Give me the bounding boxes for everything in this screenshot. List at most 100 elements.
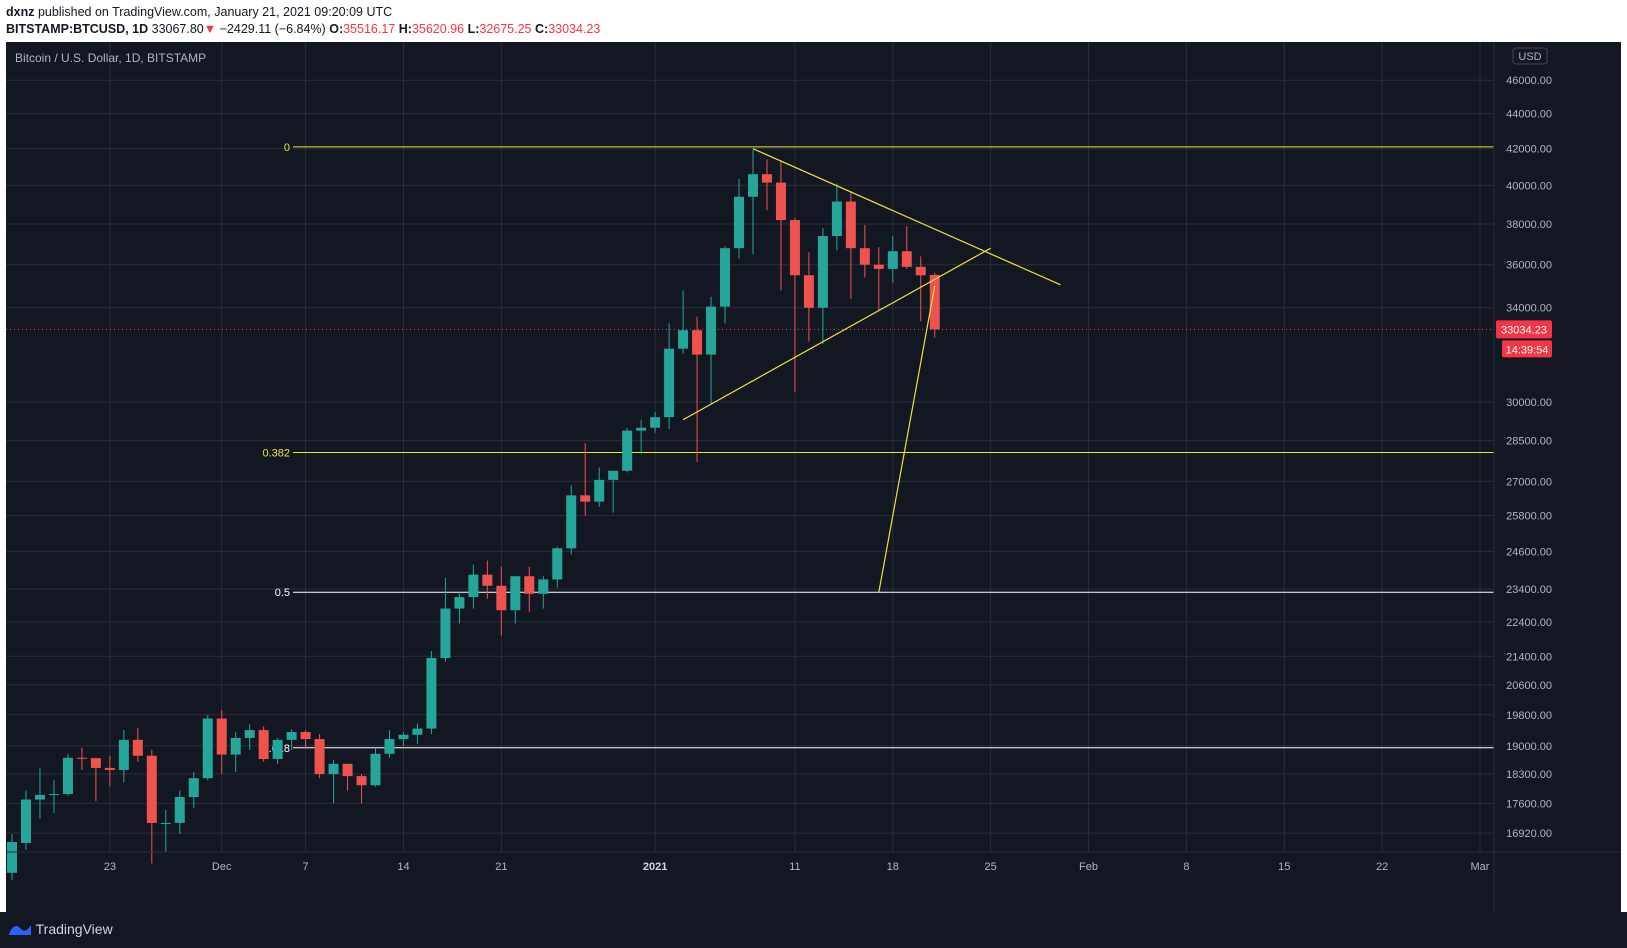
candle-body — [104, 767, 115, 770]
candle-body — [608, 470, 619, 480]
candle — [789, 218, 800, 392]
time-tick-label: 18 — [887, 861, 899, 873]
upper-triangle-line[interactable] — [752, 148, 1061, 286]
price-tick-label: 28500.00 — [1506, 436, 1552, 448]
candle — [174, 790, 185, 834]
candle-body — [720, 248, 731, 307]
candle-body — [440, 608, 451, 659]
price-tick-label: 16920.00 — [1506, 828, 1552, 840]
candle — [636, 419, 647, 454]
candle-body — [258, 730, 269, 759]
close-value: 33034.23 — [548, 22, 601, 36]
price-tick-label: 25800.00 — [1506, 510, 1552, 522]
price-tick-label: 18300.00 — [1506, 769, 1552, 781]
candle — [76, 747, 87, 770]
candle — [286, 729, 297, 750]
candle — [901, 225, 912, 269]
candle — [118, 730, 129, 783]
low-label: L: — [467, 22, 480, 36]
candle-body — [817, 235, 828, 308]
countdown-tag-bg — [1502, 340, 1552, 358]
candle-body — [706, 306, 717, 355]
candle-body — [734, 196, 745, 249]
candle-body — [496, 585, 507, 611]
candle — [356, 774, 367, 804]
time-tick-label: 23 — [104, 861, 116, 873]
candle — [859, 225, 870, 278]
candle — [272, 737, 283, 764]
time-tick-label: 22 — [1376, 861, 1388, 873]
candle — [62, 753, 73, 796]
price-tick-label: 36000.00 — [1506, 260, 1552, 272]
time-tick-label: 14 — [397, 861, 409, 873]
candle-body — [761, 174, 772, 183]
candle-body — [90, 758, 101, 768]
candle — [845, 191, 856, 299]
lower-triangle-line[interactable] — [682, 247, 991, 421]
candle — [622, 427, 633, 473]
candle — [160, 809, 171, 852]
candle — [468, 564, 479, 609]
projection-line[interactable] — [878, 285, 936, 593]
publisher-name[interactable]: dxnz — [6, 5, 35, 19]
fib-level-label: 0.382 — [262, 448, 290, 460]
candles-layer — [7, 149, 940, 880]
axes-layer: 46000.00 44000.00 42000.00 40000.00 38000.00… — [6, 42, 1621, 912]
candle-body — [482, 574, 493, 586]
candle-body — [636, 427, 647, 431]
candle-body — [929, 274, 940, 330]
time-tick-label: 25 — [985, 861, 997, 873]
candle-body — [789, 220, 800, 276]
fib-level-label: 0.5 — [275, 587, 290, 599]
candle-body — [650, 417, 661, 428]
open-label: O: — [329, 22, 344, 36]
currency-badge[interactable] — [1512, 47, 1548, 65]
last-price-tag-bg — [1496, 320, 1552, 339]
high-label: H: — [398, 22, 412, 36]
candle-body — [412, 728, 423, 735]
candle — [580, 443, 591, 516]
candle — [747, 149, 758, 255]
price-tick-label: 30000.00 — [1506, 397, 1552, 409]
price-tick-label: 19800.00 — [1506, 710, 1552, 722]
close-label: C: — [535, 22, 549, 36]
candle-body — [887, 251, 898, 269]
candle — [734, 178, 745, 259]
candle-body — [552, 548, 563, 580]
time-tick-label: 11 — [789, 861, 800, 873]
candle-body — [356, 776, 367, 786]
ohlc-line: BITSTAMP:BTCUSD, 1D 33067.80▼ −2429.11 (… — [6, 22, 600, 36]
price-tick-label: 17600.00 — [1506, 798, 1552, 810]
candle — [20, 790, 31, 850]
candle — [90, 757, 101, 802]
candle-body — [188, 778, 199, 798]
candle-body — [146, 755, 157, 823]
candle — [34, 767, 45, 819]
candle-body — [901, 251, 912, 267]
price-tick-label: 22400.00 — [1506, 617, 1552, 629]
price-tick-label: 19000.00 — [1506, 741, 1552, 753]
candle-body — [300, 732, 311, 740]
candle-body — [342, 763, 353, 777]
candle — [678, 290, 689, 354]
price-tick-label: 21400.00 — [1506, 651, 1552, 663]
candle-body — [398, 734, 409, 740]
time-tick-label: 7 — [303, 861, 309, 873]
brand-name: TradingView — [35, 921, 113, 937]
price-tick-label: 46000.00 — [1506, 75, 1552, 87]
candle — [314, 734, 325, 779]
trend-lines[interactable] — [682, 148, 1061, 593]
candle — [538, 576, 549, 609]
tradingview-brand[interactable]: TradingView — [8, 921, 113, 937]
chart-title: Bitcoin / U.S. Dollar, 1D, BITSTAMP — [15, 51, 206, 65]
candle-body — [803, 275, 814, 308]
candle — [803, 252, 814, 342]
candle-body — [286, 732, 297, 740]
candle-body — [566, 495, 577, 549]
price-tick-label: 20600.00 — [1506, 680, 1552, 692]
candle — [440, 577, 451, 662]
candle-body — [859, 248, 870, 265]
